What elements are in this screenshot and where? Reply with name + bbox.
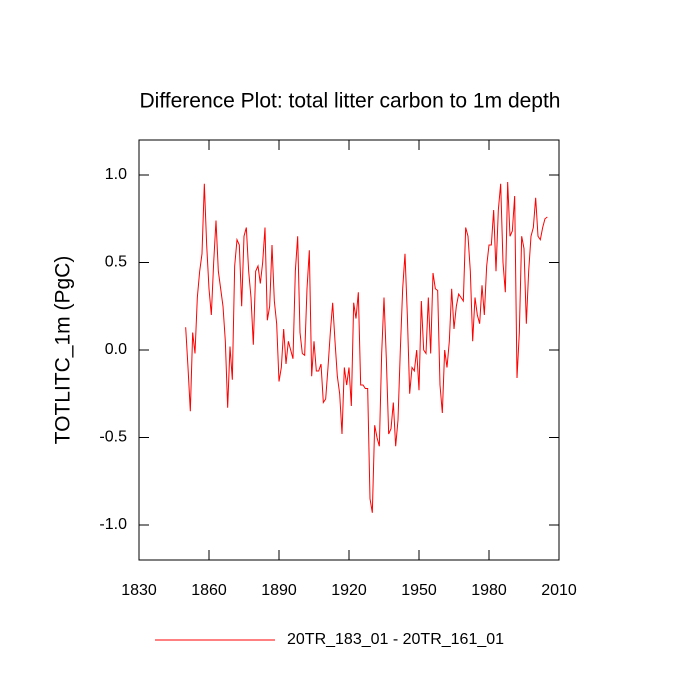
y-tick-label: 0.0 xyxy=(105,341,127,358)
y-axis-label: TOTLITC_1m (PgC) xyxy=(52,256,75,445)
x-tick-label: 1860 xyxy=(191,582,227,599)
x-tick-label: 1920 xyxy=(331,582,367,599)
data-line xyxy=(185,181,548,513)
plot-frame xyxy=(138,139,560,561)
x-tick-label: 1890 xyxy=(261,582,297,599)
legend-label: 20TR_183_01 - 20TR_161_01 xyxy=(287,631,504,648)
x-tick-label: 1950 xyxy=(401,582,437,599)
y-tick-label: 0.5 xyxy=(105,254,127,271)
chart-title: Difference Plot: total litter carbon to … xyxy=(139,90,560,113)
x-tick-label: 2010 xyxy=(541,582,577,599)
y-tick-label: -1.0 xyxy=(99,516,127,533)
x-tick-label: 1980 xyxy=(471,582,507,599)
x-tick-label: 1830 xyxy=(121,582,157,599)
y-tick-label: -0.5 xyxy=(99,429,127,446)
y-tick-label: 1.0 xyxy=(105,166,127,183)
